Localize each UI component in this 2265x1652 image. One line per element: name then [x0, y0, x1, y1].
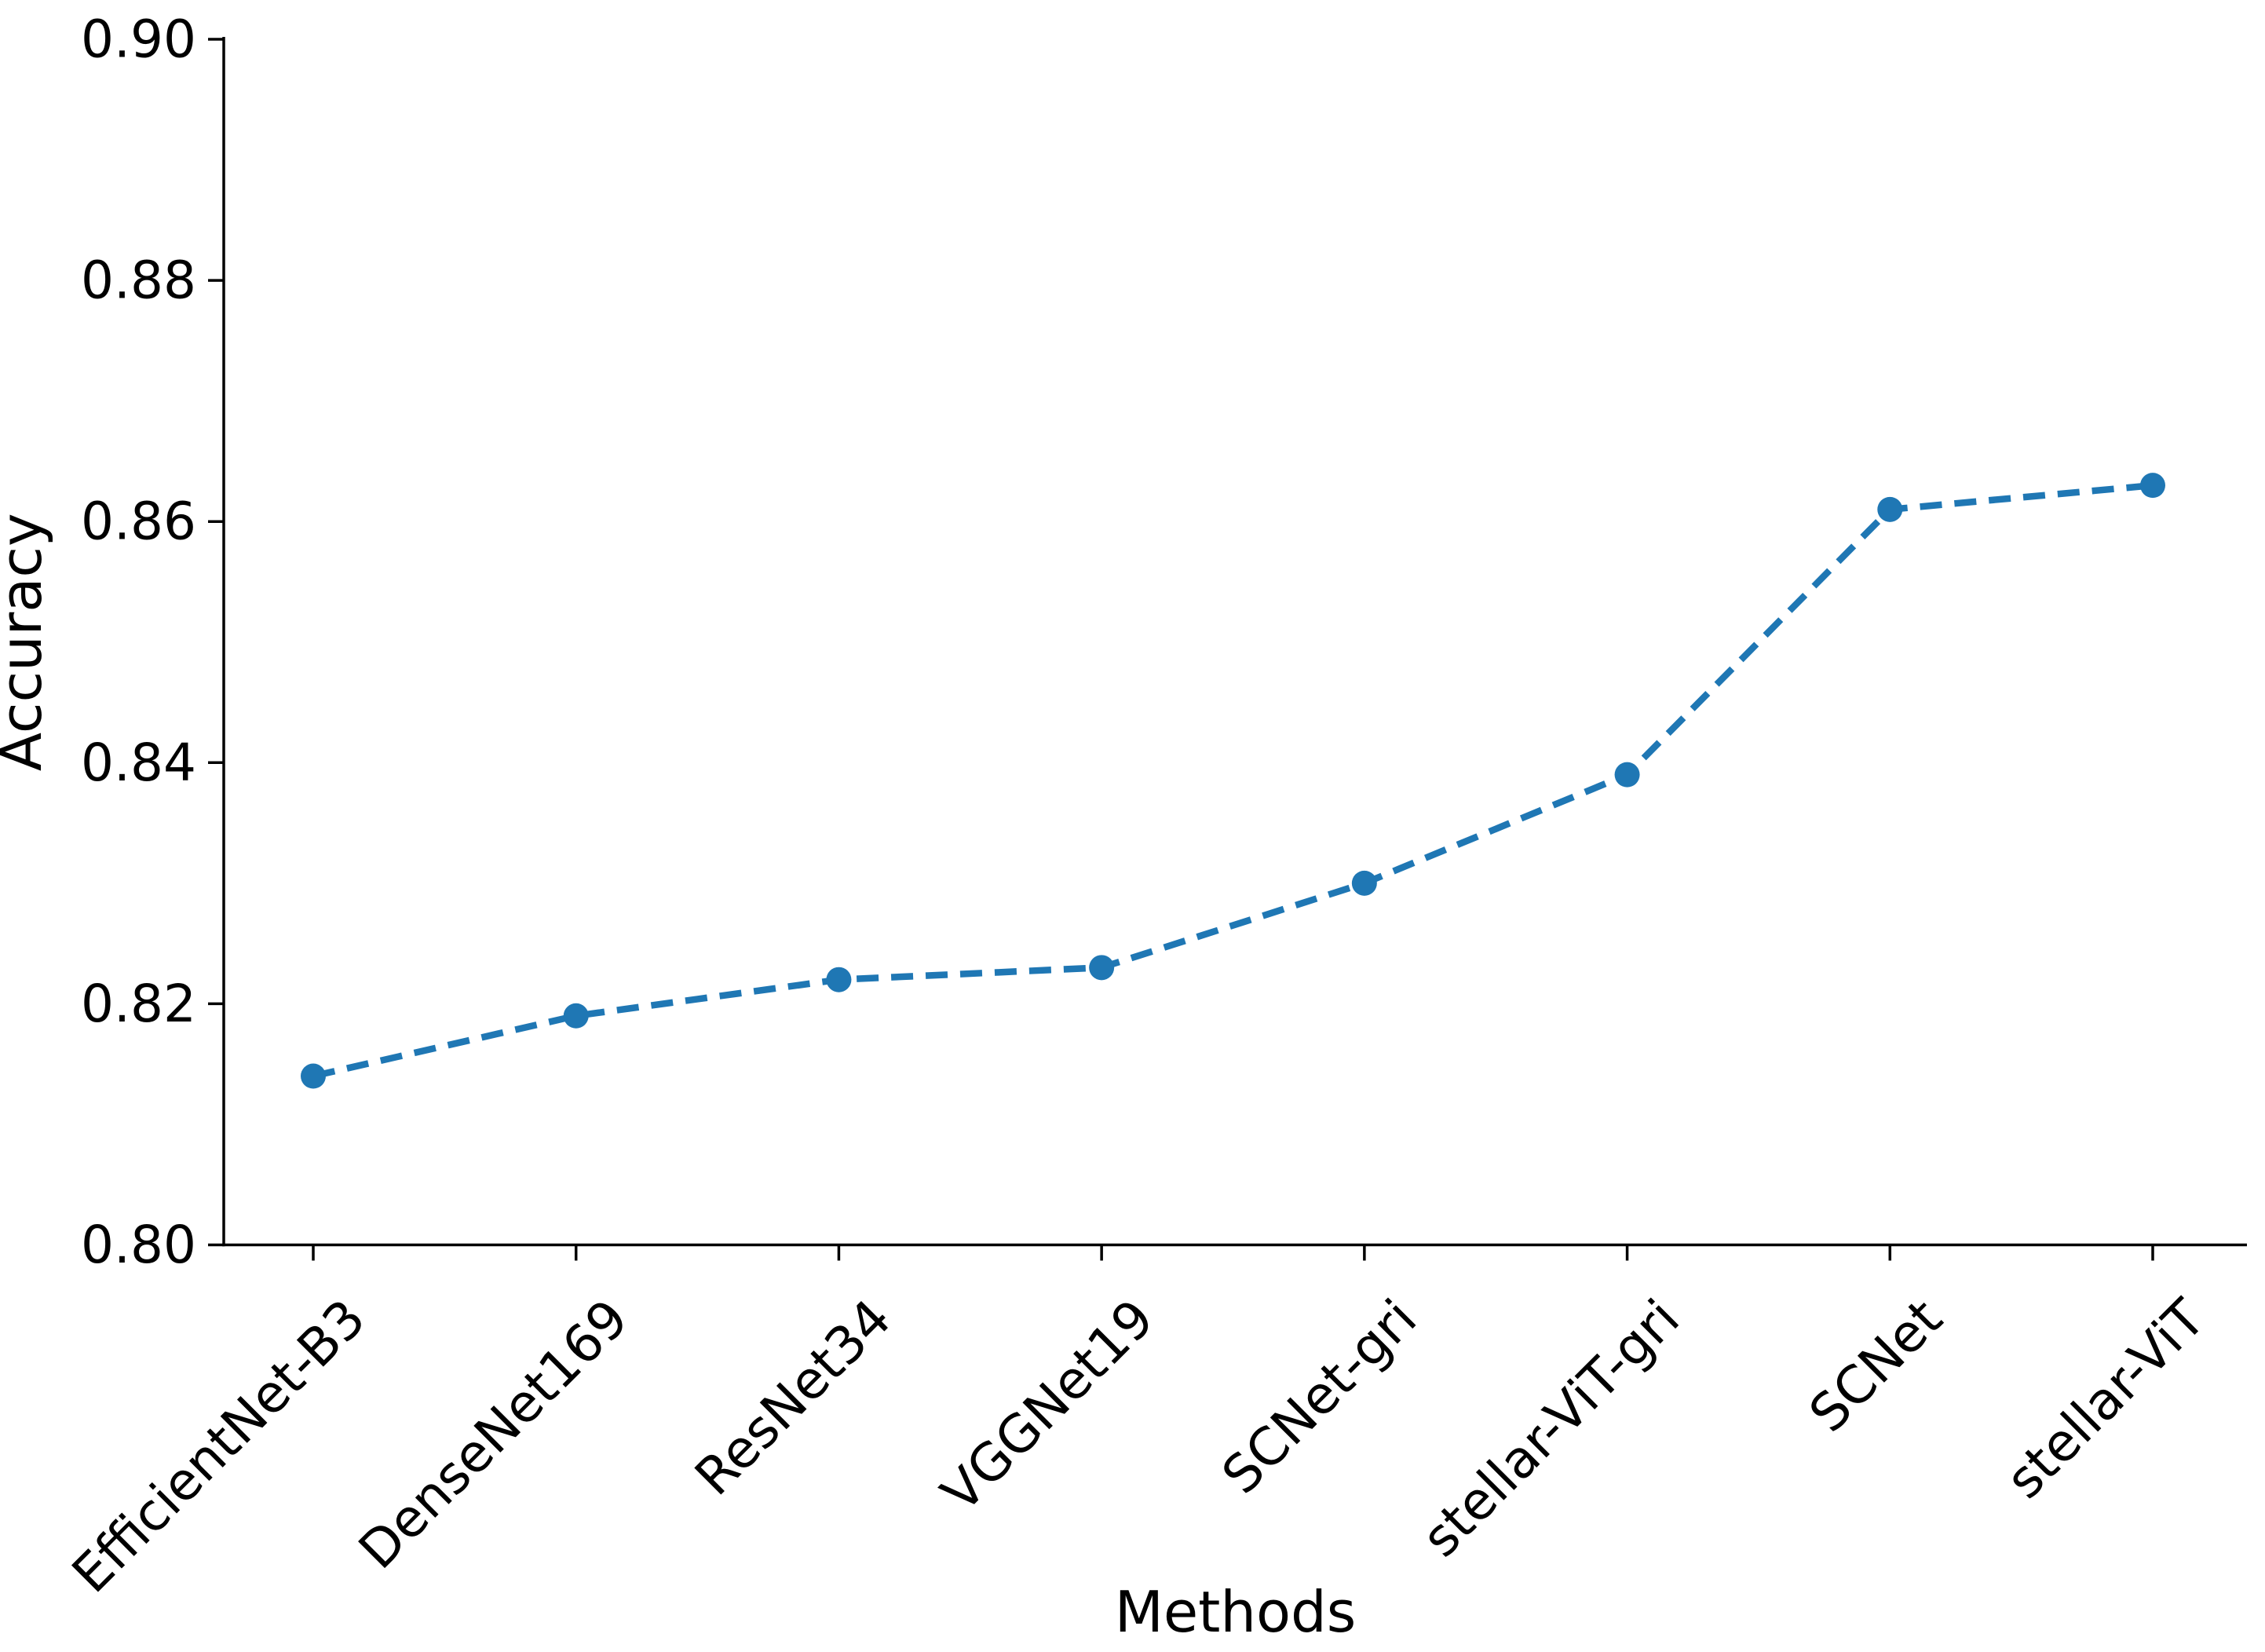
y-tick-label: 0.90 — [81, 9, 196, 70]
data-series — [301, 473, 2165, 1089]
x-tick-label: SCNet-gri — [1211, 1288, 1428, 1505]
data-point — [2140, 473, 2165, 499]
x-tick-label: DenseNet169 — [347, 1288, 640, 1581]
y-tick-label: 0.86 — [81, 492, 196, 552]
x-axis-title: Methods — [1115, 1579, 1357, 1645]
x-tick-label: ResNet34 — [684, 1288, 903, 1507]
x-tick-label: VGGNet19 — [930, 1288, 1165, 1523]
data-point — [1877, 496, 1903, 522]
x-tick-label: EfficientNet-B3 — [60, 1288, 377, 1604]
axes-spines — [222, 37, 2247, 1247]
series-line — [312, 481, 2154, 1080]
data-point — [1614, 762, 1640, 788]
data-point — [563, 1003, 589, 1029]
data-point — [301, 1063, 326, 1089]
y-axis-title: Accuracy — [0, 513, 54, 771]
y-tick-label: 0.84 — [81, 733, 196, 793]
x-tick-label: SCNet — [1798, 1288, 1954, 1444]
x-tick-label: stellar-ViT-gri — [1411, 1288, 1691, 1568]
y-axis-ticks: 0.80 0.82 0.84 0.86 0.88 0.90 — [81, 9, 224, 1275]
x-tick-label: stellar-ViT — [1994, 1288, 2216, 1510]
y-tick-label: 0.80 — [81, 1215, 196, 1275]
data-point — [1089, 955, 1115, 981]
data-point — [826, 967, 852, 992]
y-tick-label: 0.88 — [81, 250, 196, 311]
y-tick-label: 0.82 — [81, 974, 196, 1034]
data-point — [1351, 870, 1377, 896]
